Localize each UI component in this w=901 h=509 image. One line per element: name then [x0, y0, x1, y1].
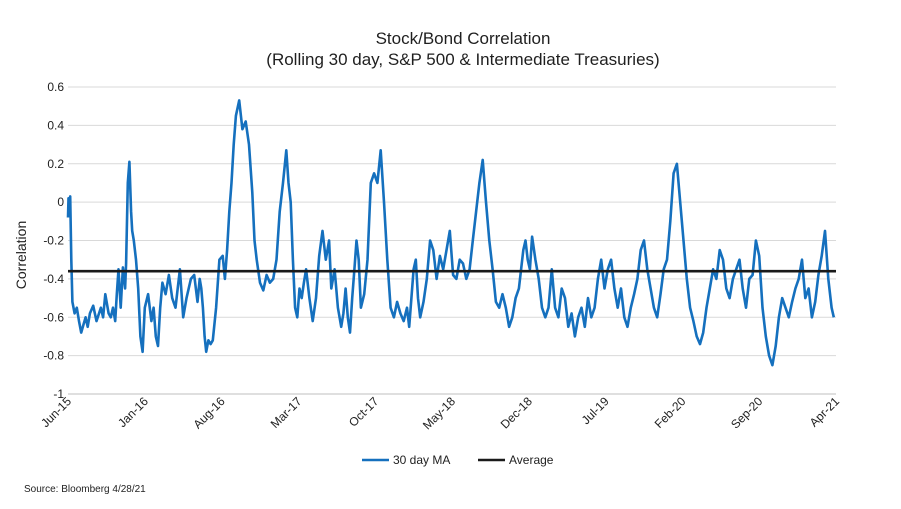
x-tick-label: Jul-19 — [579, 394, 612, 427]
chart-subtitle: (Rolling 30 day, S&P 500 & Intermediate … — [266, 50, 659, 69]
x-tick-label: Jan-16 — [115, 394, 151, 430]
series-30-day-ma-line — [66, 99, 836, 367]
y-tick-label: -0.8 — [43, 349, 64, 363]
chart-title: Stock/Bond Correlation — [376, 29, 551, 48]
y-tick-label: -0.6 — [43, 310, 64, 324]
x-tick-label: May-18 — [420, 394, 458, 432]
x-tick-label: Mar-17 — [268, 394, 305, 431]
x-tick-label: Apr-21 — [807, 394, 843, 430]
y-axis-ticks: 0.6 0.4 0.2 0 -0.2 -0.4 -0.6 -0.8 -1 — [43, 80, 64, 401]
y-tick-label: 0.2 — [47, 157, 64, 171]
y-tick-label: -0.4 — [43, 272, 64, 286]
x-tick-label: Oct-17 — [346, 394, 382, 430]
gridlines — [68, 86, 836, 357]
y-tick-label: 0 — [57, 195, 64, 209]
y-tick-label: -1 — [53, 387, 64, 401]
x-tick-label: Sep-20 — [728, 394, 765, 431]
y-axis-label: Correlation — [13, 221, 29, 289]
x-axis-ticks: Jun-15 Jan-16 Aug-16 Mar-17 Oct-17 May-18 Dec-… — [38, 394, 842, 432]
x-tick-label: Dec-18 — [498, 394, 535, 431]
x-tick-label: Aug-16 — [190, 394, 227, 431]
y-tick-label: 0.6 — [47, 80, 64, 94]
source-note: Source: Bloomberg 4/28/21 — [24, 484, 146, 495]
legend: 30 day MA Average — [362, 453, 554, 467]
legend-30-day-ma-label: 30 day MA — [393, 453, 450, 467]
x-tick-label: Feb-20 — [652, 394, 689, 431]
y-tick-label: -0.2 — [43, 234, 64, 248]
legend-average-label: Average — [509, 453, 554, 467]
y-tick-label: 0.4 — [47, 118, 64, 132]
